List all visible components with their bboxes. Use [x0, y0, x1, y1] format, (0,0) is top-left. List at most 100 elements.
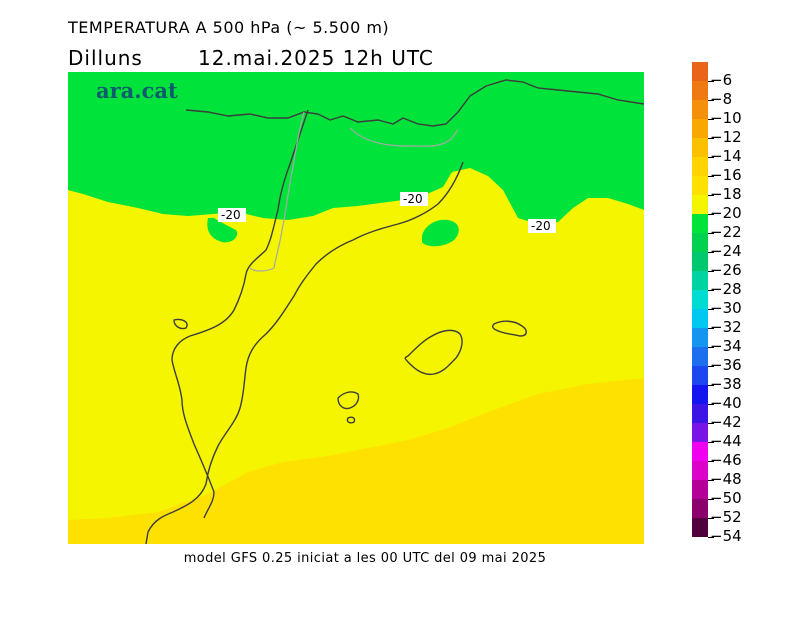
colorbar-label: −10: [710, 109, 742, 127]
colorbar-segment: [692, 81, 708, 100]
colorbar-tick: [708, 423, 714, 424]
colorbar-label: −52: [710, 508, 742, 526]
colorbar-segment: [692, 119, 708, 138]
colorbar-label: −48: [710, 470, 742, 488]
map-canvas: ara.cat -20 -20 -20: [68, 72, 644, 544]
colorbar-segment: [692, 138, 708, 157]
colorbar-segment: [692, 100, 708, 119]
forecast-datetime: 12.mai.2025 12h UTC: [198, 46, 434, 70]
colorbar-tick: [708, 100, 714, 101]
isotherm-label-center: -20: [400, 192, 428, 206]
colorbar-label: −54: [710, 527, 742, 545]
colorbar-tick: [708, 366, 714, 367]
border-andorra-france: [349, 127, 459, 147]
fill-green-pocket-sea: [422, 219, 459, 247]
colorbar-label: −24: [710, 242, 742, 260]
colorbar-tick: [708, 176, 714, 177]
island-menorca: [492, 320, 527, 337]
regional-borders: [249, 111, 459, 272]
colorbar-label: −28: [710, 280, 742, 298]
colorbar-segment: [692, 442, 708, 461]
colorbar-segment: [692, 176, 708, 195]
colorbar-label: −14: [710, 147, 742, 165]
colorbar-tick: [708, 442, 714, 443]
colorbar-segment: [692, 404, 708, 423]
fill-green-pocket-west: [207, 218, 238, 243]
colorbar-segment: [692, 195, 708, 214]
colorbar-tick: [708, 195, 714, 196]
colorbar-tick: [708, 290, 714, 291]
colorbar-label: −34: [710, 337, 742, 355]
colorbar-segment: [692, 423, 708, 442]
colorbar-label: −42: [710, 413, 742, 431]
colorbar-tick: [708, 81, 714, 82]
isotherm-label-center-text: -20: [403, 192, 423, 206]
colorbar-label: −18: [710, 185, 742, 203]
model-run-note: model GFS 0.25 iniciat a les 00 UTC del …: [183, 551, 547, 566]
colorbar-tick: [708, 499, 714, 500]
colorbar-label: −32: [710, 318, 742, 336]
colorbar-label: −12: [710, 128, 742, 146]
temperature-map: ara.cat -20 -20 -20: [68, 72, 644, 544]
colorbar-segment: [692, 290, 708, 309]
colorbar-segment: [692, 385, 708, 404]
colorbar-tick: [708, 157, 714, 158]
colorbar-segment: [692, 480, 708, 499]
colorbar-label: −6: [710, 71, 733, 89]
isotherm-label-west-text: -20: [221, 208, 241, 222]
forecast-day: Dilluns: [68, 46, 143, 70]
chart-title: TEMPERATURA A 500 hPa (~ 5.500 m): [68, 18, 390, 37]
colorbar-tick: [708, 138, 714, 139]
colorbar-tick: [708, 309, 714, 310]
coastline-inland-border: [171, 109, 309, 519]
colorbar-label: −46: [710, 451, 742, 469]
colorbar-segment: [692, 252, 708, 271]
colorbar-tick: [708, 385, 714, 386]
island-ibiza: [337, 391, 360, 410]
colorbar-segment: [692, 461, 708, 480]
island-formentera: [346, 416, 356, 424]
colorbar-tick: [708, 518, 714, 519]
colorbar-tick: [708, 480, 714, 481]
colorbar-segment: [692, 328, 708, 347]
forecast-validity: Dilluns 12.mai.2025 12h UTC: [68, 46, 434, 70]
isotherm-label-east-text: -20: [531, 219, 551, 233]
colorbar-label: −30: [710, 299, 742, 317]
colorbar-label: −40: [710, 394, 742, 412]
colorbar-label: −44: [710, 432, 742, 450]
colorbar-label: −8: [710, 90, 733, 108]
isotherm-label-west: -20: [218, 208, 246, 222]
colorbar-segment: [692, 157, 708, 176]
colorbar-segment: [692, 233, 708, 252]
colorbar-tick: [708, 404, 714, 405]
coastline-west-edge: [173, 318, 188, 330]
colorbar-segment: [692, 366, 708, 385]
colorbar-tick: [708, 119, 714, 120]
brand-logo: ara.cat: [96, 78, 178, 103]
colorbar-label: −16: [710, 166, 742, 184]
colorbar-tick: [708, 328, 714, 329]
colorbar-segment: [692, 518, 708, 537]
coastline-catalonia: [145, 161, 464, 544]
colorbar-label: −26: [710, 261, 742, 279]
isotherm-label-east: -20: [528, 219, 556, 233]
colorbar-tick: [708, 252, 714, 253]
colorbar-segment: [692, 309, 708, 328]
colorbar-tick: [708, 214, 714, 215]
fill-green-zone: [68, 72, 644, 224]
coastline-north-border: [185, 79, 644, 127]
colorbar-segment: [692, 271, 708, 290]
colorbar-tick: [708, 233, 714, 234]
coastlines: [145, 79, 644, 544]
colorbar-label: −36: [710, 356, 742, 374]
colorbar-label: −20: [710, 204, 742, 222]
colorbar-tick: [708, 347, 714, 348]
colorbar-segment: [692, 499, 708, 518]
colorbar-tick: [708, 271, 714, 272]
colorbar-segment: [692, 347, 708, 366]
colorbar-segment: [692, 62, 708, 81]
colorbar-label: −38: [710, 375, 742, 393]
colorbar-label: −22: [710, 223, 742, 241]
border-aragon-catalonia: [249, 111, 305, 272]
colorbar-label: −50: [710, 489, 742, 507]
